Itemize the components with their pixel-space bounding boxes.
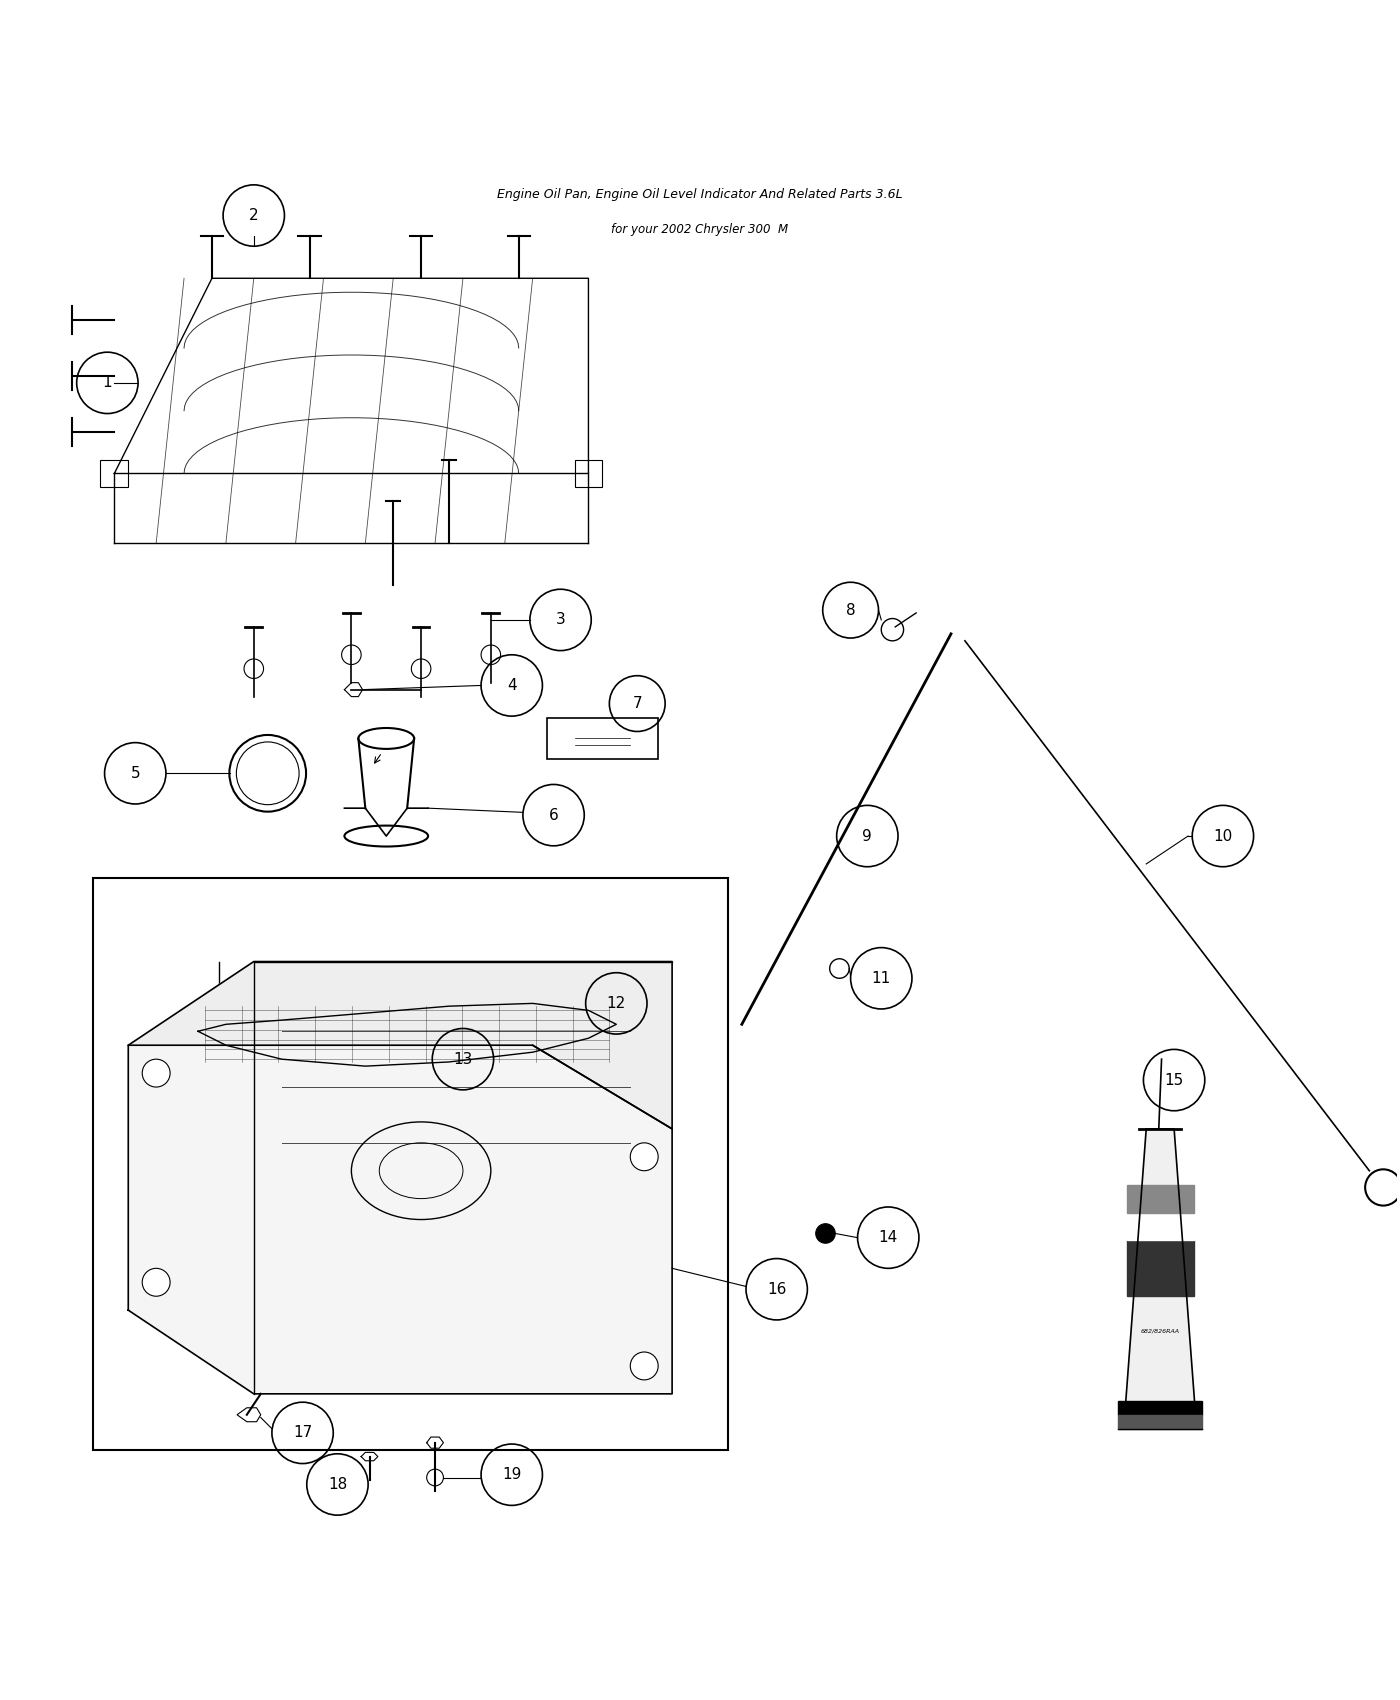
Polygon shape: [1127, 1212, 1194, 1241]
Circle shape: [816, 1224, 836, 1243]
Text: 3: 3: [556, 612, 566, 627]
Text: 9: 9: [862, 828, 872, 843]
Polygon shape: [1127, 1241, 1194, 1295]
Circle shape: [630, 1142, 658, 1171]
Text: 17: 17: [293, 1425, 312, 1440]
Text: 8: 8: [846, 604, 855, 617]
Text: 1: 1: [102, 376, 112, 391]
Text: 11: 11: [872, 971, 890, 986]
Polygon shape: [129, 1046, 672, 1394]
Text: for your 2002 Chrysler 300  M: for your 2002 Chrysler 300 M: [612, 223, 788, 236]
Text: 6: 6: [549, 808, 559, 823]
Text: 14: 14: [879, 1231, 897, 1244]
Text: 2: 2: [249, 207, 259, 223]
Circle shape: [143, 1059, 171, 1086]
Circle shape: [630, 1352, 658, 1380]
Polygon shape: [1119, 1414, 1203, 1428]
Text: Engine Oil Pan, Engine Oil Level Indicator And Related Parts 3.6L: Engine Oil Pan, Engine Oil Level Indicat…: [497, 189, 903, 201]
Text: 19: 19: [503, 1467, 521, 1482]
Text: 10: 10: [1214, 828, 1232, 843]
Text: 16: 16: [767, 1282, 787, 1297]
Text: 5: 5: [130, 765, 140, 780]
Text: 12: 12: [606, 996, 626, 1012]
Text: 13: 13: [454, 1052, 473, 1066]
Polygon shape: [1127, 1185, 1194, 1212]
Text: 682/826RAA: 682/826RAA: [1141, 1329, 1180, 1333]
Circle shape: [143, 1268, 171, 1295]
Polygon shape: [197, 1003, 616, 1066]
Polygon shape: [129, 962, 672, 1129]
Text: 4: 4: [507, 678, 517, 694]
Text: 18: 18: [328, 1477, 347, 1493]
Text: 7: 7: [633, 695, 643, 711]
Polygon shape: [1119, 1401, 1203, 1414]
Text: 15: 15: [1165, 1073, 1184, 1088]
Polygon shape: [1126, 1129, 1196, 1408]
